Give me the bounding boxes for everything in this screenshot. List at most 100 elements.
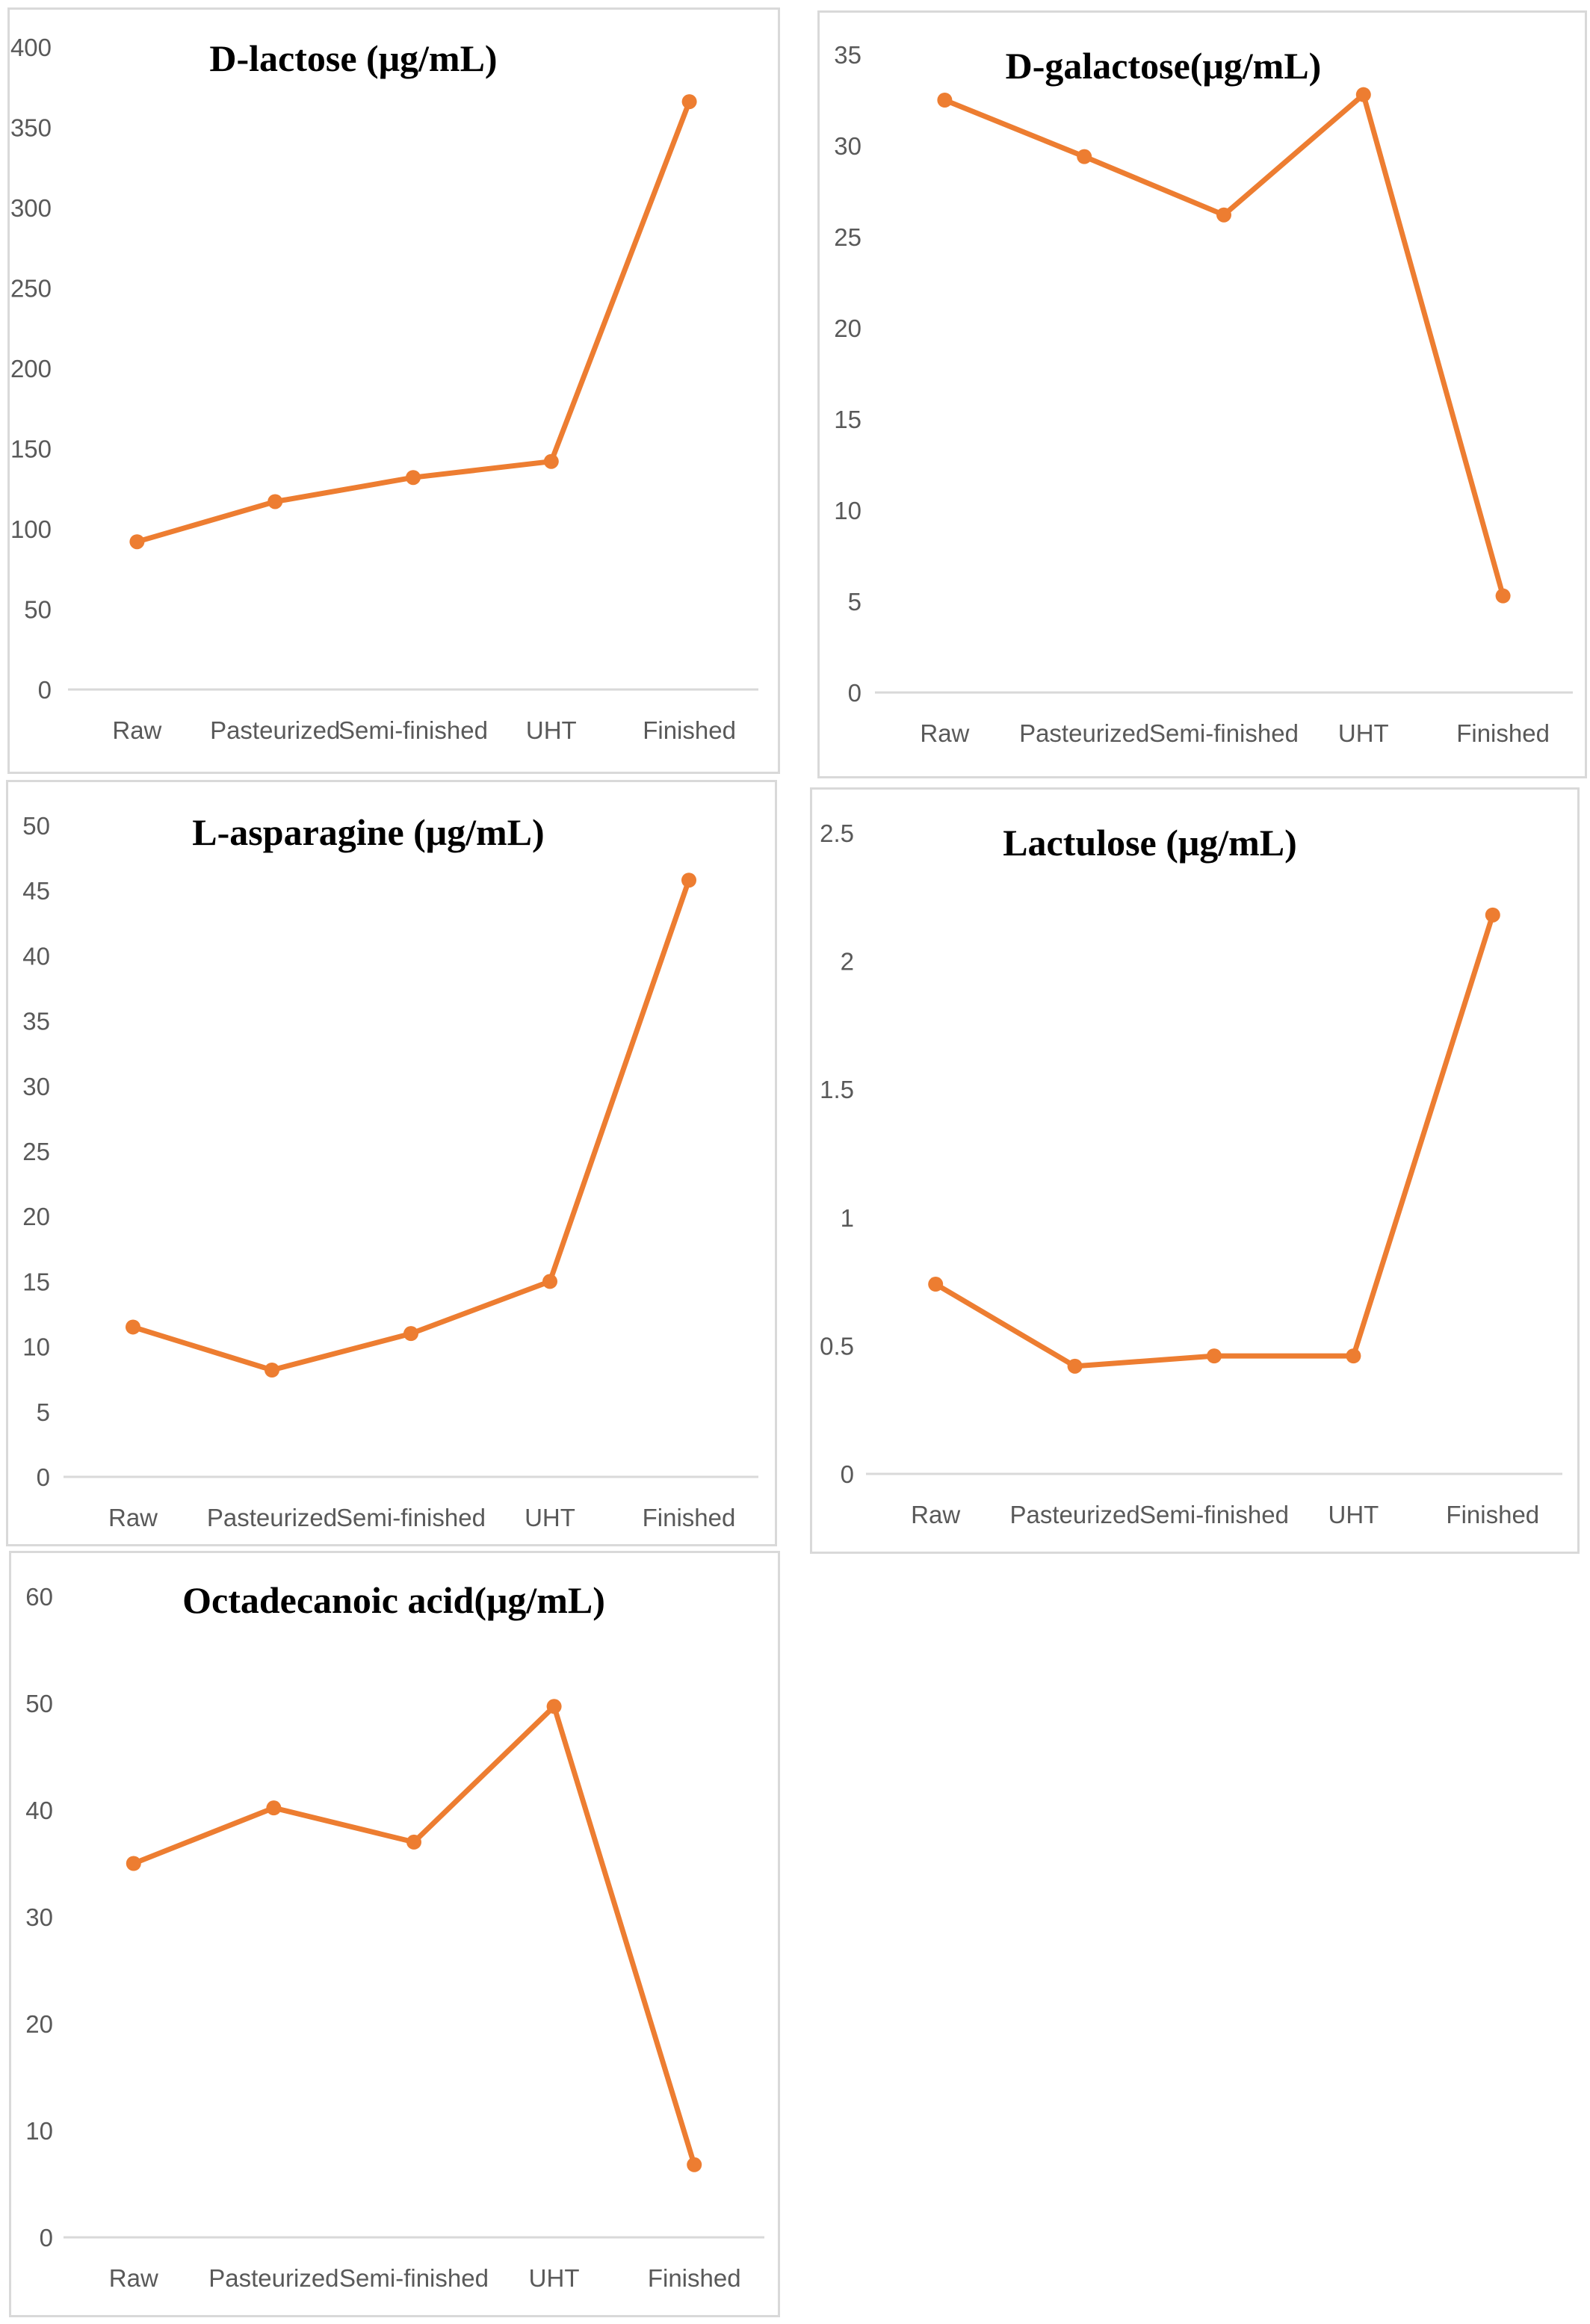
x-tick-label: Finished — [643, 716, 736, 744]
series-line — [932, 912, 1496, 1369]
chart-title: D-galactose(μg/mL) — [1006, 45, 1322, 87]
chart-octadecanoic-acid: Octadecanoic acid(μg/mL) 0 10 20 30 40 50 60 Raw… — [25, 1579, 764, 2292]
chart-title: Octadecanoic acid(μg/mL) — [182, 1579, 605, 1621]
x-tick-label: Semi-finished — [339, 2264, 489, 2292]
y-tick-label: 15 — [22, 1268, 50, 1295]
data-point — [403, 1326, 418, 1342]
chart-d-galactose: D-galactose(μg/mL) 0 5 10 15 20 25 30 35 Raw Paste… — [834, 41, 1573, 747]
y-tick-label: 35 — [22, 1008, 50, 1035]
data-point — [406, 1834, 421, 1850]
data-point — [1216, 207, 1231, 223]
data-point — [1207, 1348, 1222, 1364]
x-tick-label: UHT — [529, 2264, 580, 2292]
y-tick-label: 300 — [10, 194, 52, 222]
y-tick-label: 40 — [22, 942, 50, 970]
y-tick-label: 0 — [38, 676, 52, 704]
y-tick-label: 250 — [10, 275, 52, 303]
x-tick-label: Raw — [911, 1501, 960, 1528]
y-tick-label: 5 — [37, 1398, 50, 1426]
data-point — [1346, 1348, 1361, 1364]
y-tick-label: 1.5 — [820, 1076, 854, 1103]
x-tick-label: Pasteurized — [210, 716, 340, 744]
x-tick-label: Semi-finished — [1149, 719, 1299, 747]
y-tick-label: 0 — [40, 2224, 53, 2252]
chart-panel-l-asparagine: L-asparagine (μg/mL) 0 5 10 15 20 25 30 35 40 45 50… — [6, 780, 777, 1546]
y-tick-label: 0 — [37, 1463, 50, 1491]
x-tick-label: UHT — [1338, 719, 1389, 747]
y-tick-label: 45 — [22, 877, 50, 905]
y-tick-label: 20 — [834, 314, 861, 342]
data-point — [928, 1277, 944, 1292]
y-tick-label: 50 — [22, 812, 50, 840]
y-tick-label: 350 — [10, 114, 52, 142]
x-tick-label: Pasteurized — [208, 2264, 338, 2292]
x-tick-label: Pasteurized — [1009, 1501, 1139, 1528]
data-point — [266, 1800, 282, 1816]
y-tick-label: 30 — [22, 1073, 50, 1100]
x-tick-label: Raw — [112, 716, 161, 744]
y-tick-label: 25 — [834, 223, 861, 251]
y-tick-label: 35 — [834, 41, 861, 69]
y-tick-label: 20 — [22, 1203, 50, 1230]
x-tick-label: Semi-finished — [1139, 1501, 1289, 1528]
chart-d-lactose: D-lactose (μg/mL) 0 50 100 150 200 250 300 350 40… — [10, 34, 758, 744]
x-tick-label: Semi-finished — [338, 716, 488, 744]
chart-lactulose: Lactulose (μg/mL) 0 0.5 1 1.5 2 2.5 Raw Pasteuri… — [820, 819, 1562, 1528]
y-tick-label: 2 — [841, 948, 854, 976]
y-tick-label: 100 — [10, 515, 52, 543]
chart-panel-lactulose: Lactulose (μg/mL) 0 0.5 1 1.5 2 2.5 Raw Pasteuri… — [810, 787, 1580, 1554]
y-tick-label: 0 — [848, 679, 861, 707]
y-tick-label: 25 — [22, 1138, 50, 1165]
data-point — [406, 470, 421, 486]
data-point — [542, 1274, 557, 1289]
y-tick-label: 0.5 — [820, 1332, 854, 1360]
x-tick-label: Semi-finished — [336, 1504, 486, 1531]
chart-title: Lactulose (μg/mL) — [1003, 822, 1297, 864]
series-line — [131, 1703, 697, 2168]
y-tick-label: 10 — [25, 2117, 53, 2145]
y-tick-label: 200 — [10, 355, 52, 382]
x-tick-label: UHT — [526, 716, 577, 744]
x-tick-label: Finished — [1456, 719, 1550, 747]
x-tick-label: Pasteurized — [1019, 719, 1149, 747]
data-point — [681, 873, 696, 888]
data-point — [129, 534, 145, 550]
y-tick-label: 30 — [25, 1903, 53, 1931]
data-point — [1355, 87, 1371, 102]
y-tick-label: 150 — [10, 436, 52, 463]
data-point — [267, 494, 283, 509]
y-tick-label: 1 — [841, 1204, 854, 1232]
y-tick-label: 15 — [834, 406, 861, 433]
series-line — [130, 877, 692, 1373]
x-tick-label: Pasteurized — [207, 1504, 337, 1531]
y-tick-label: 0 — [841, 1460, 854, 1488]
y-tick-label: 10 — [22, 1333, 50, 1361]
data-point — [546, 1699, 562, 1714]
y-tick-label: 2.5 — [820, 819, 854, 847]
chart-l-asparagine: L-asparagine (μg/mL) 0 5 10 15 20 25 30 35 40 45 50… — [22, 811, 758, 1531]
data-point — [1495, 588, 1511, 604]
chart-panel-d-lactose: D-lactose (μg/mL) 0 50 100 150 200 250 300 350 40… — [7, 7, 780, 774]
data-point — [543, 453, 559, 469]
data-point — [126, 1856, 141, 1871]
data-point — [687, 2157, 702, 2172]
chart-panel-octadecanoic-acid: Octadecanoic acid(μg/mL) 0 10 20 30 40 50 60 Raw… — [9, 1551, 780, 2317]
x-tick-label: Finished — [1446, 1501, 1539, 1528]
series-line — [941, 92, 1506, 599]
x-tick-label: Raw — [109, 2264, 158, 2292]
x-tick-label: Raw — [920, 719, 969, 747]
data-point — [1067, 1358, 1083, 1374]
chart-title: L-asparagine (μg/mL) — [192, 811, 544, 853]
y-tick-label: 50 — [24, 596, 52, 624]
y-tick-label: 60 — [25, 1583, 53, 1611]
data-point — [681, 94, 697, 110]
data-point — [1077, 149, 1092, 164]
data-point — [937, 93, 953, 108]
data-point — [265, 1362, 279, 1378]
x-tick-label: UHT — [525, 1504, 575, 1531]
x-tick-label: Finished — [643, 1504, 736, 1531]
chart-panel-d-galactose: D-galactose(μg/mL) 0 5 10 15 20 25 30 35 Raw Paste… — [817, 10, 1587, 778]
x-tick-label: Raw — [108, 1504, 158, 1531]
y-tick-label: 5 — [848, 588, 861, 616]
x-tick-label: UHT — [1328, 1501, 1379, 1528]
